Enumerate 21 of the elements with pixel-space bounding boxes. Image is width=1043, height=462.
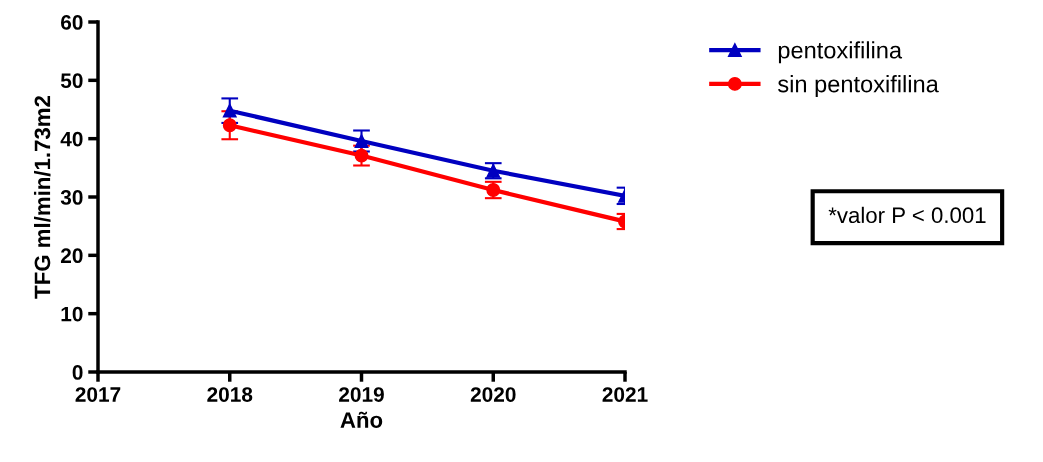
x-tick-label: 2019 (339, 387, 384, 402)
x-tick-label: 2017 (75, 387, 121, 402)
point (222, 118, 237, 133)
point (222, 103, 237, 118)
x-tick-label: 2018 (207, 387, 253, 402)
point (354, 148, 369, 163)
point (354, 134, 369, 148)
x-axis-title: Año (340, 411, 383, 428)
x-tick-label: 2021 (602, 387, 648, 402)
text: *valor P < 0.001 (828, 206, 986, 224)
y-tick-label: 50 (60, 73, 83, 89)
y-tick-label: 20 (60, 248, 83, 264)
y-tick-label: 60 (61, 15, 83, 30)
y-tick-label: 30 (60, 190, 83, 205)
y-tick-label: 10 (61, 306, 83, 322)
y-tick-label: 0 (72, 365, 83, 380)
x-tick-label: 2020 (470, 387, 516, 402)
y-tick-label: 40 (60, 131, 83, 147)
y-axis-title: TFG ml/min/1.73m2 (33, 96, 51, 299)
legend-label: sin pentoxifilina (778, 75, 939, 98)
legend-label: pentoxifilina (778, 41, 903, 64)
